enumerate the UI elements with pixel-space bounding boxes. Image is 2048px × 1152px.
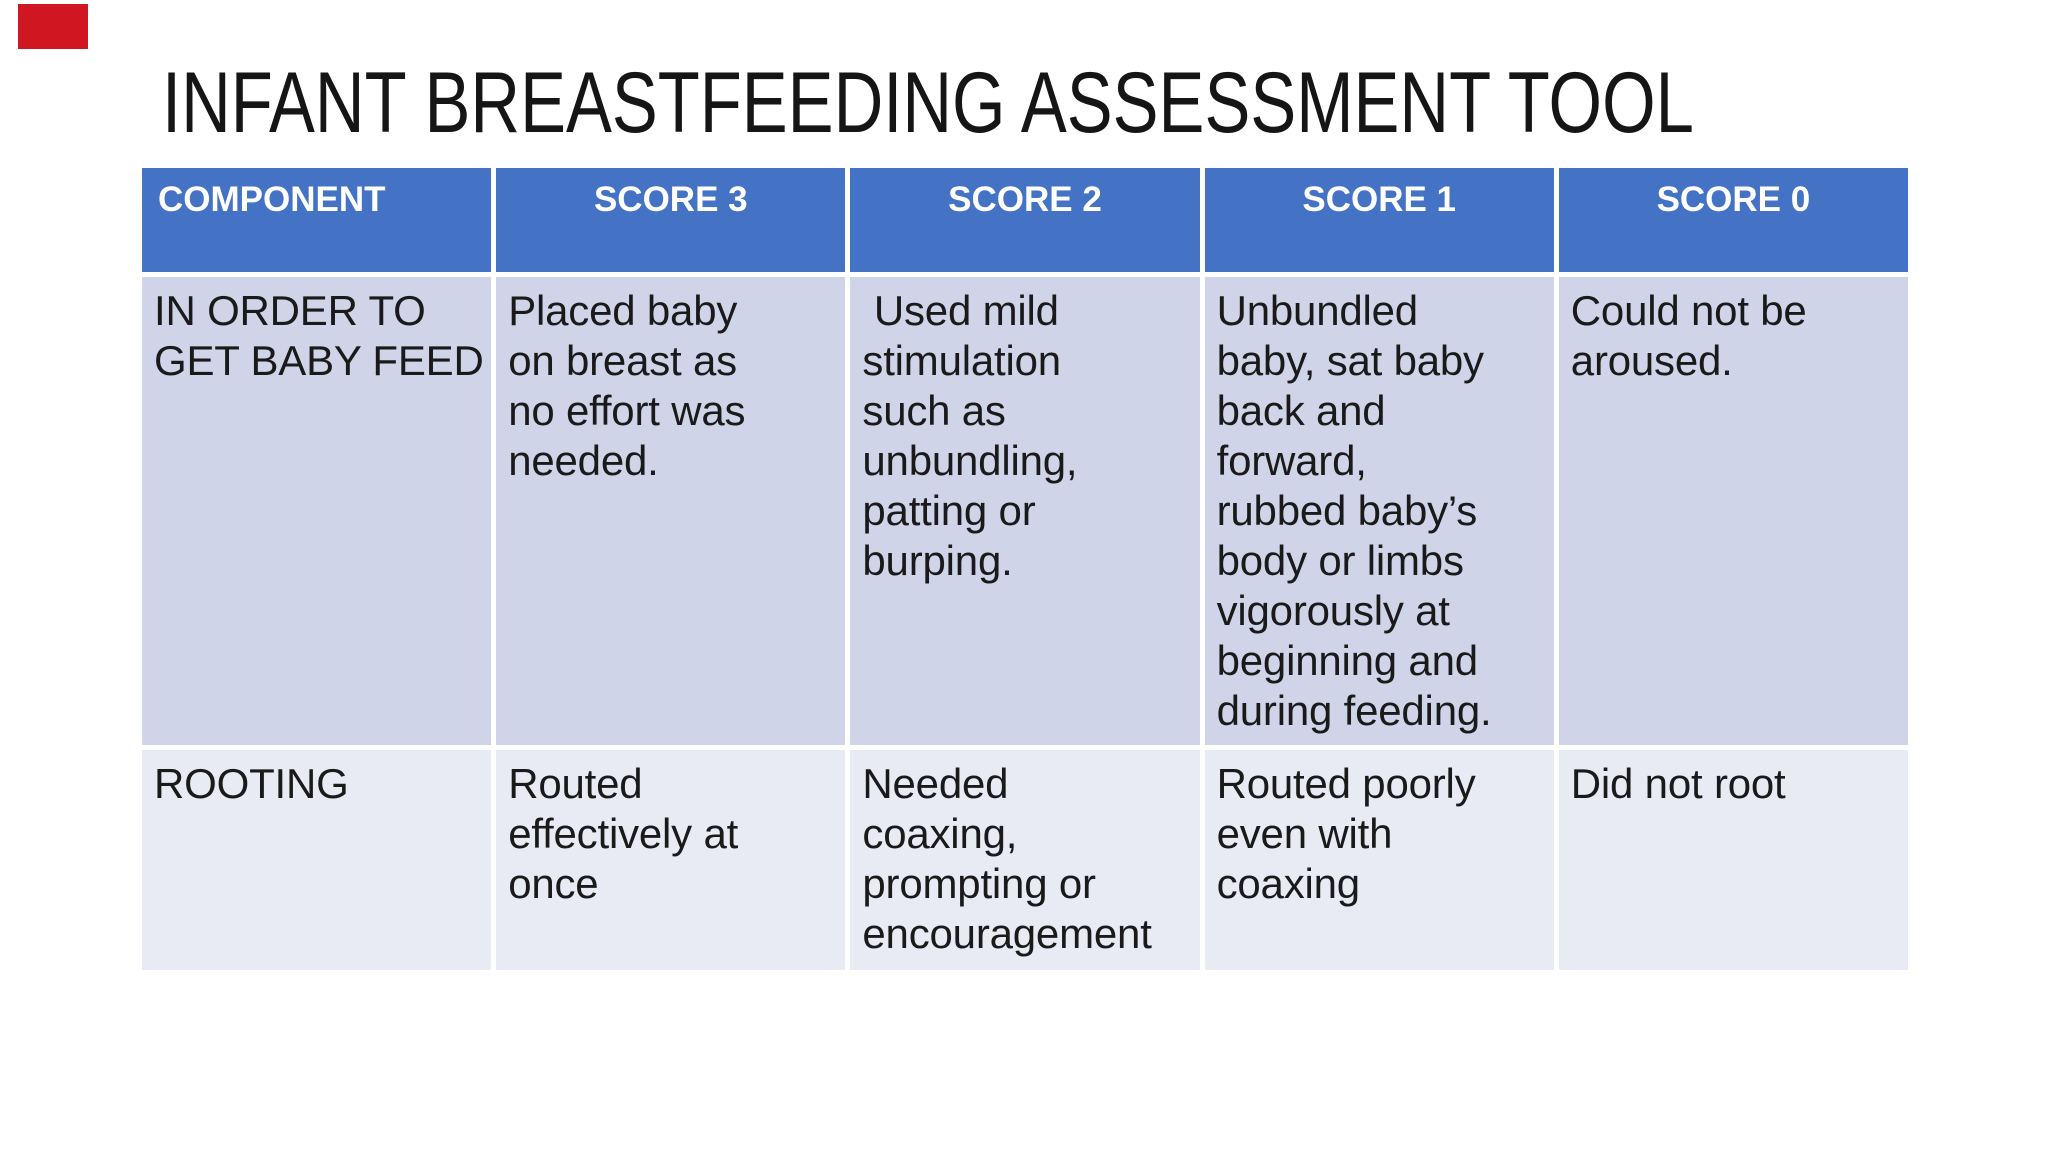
cell-row2-score-2: Needed coaxing, prompting or encourageme… (850, 750, 1200, 970)
cell-row2-score-3: Routed effectively at once (496, 750, 846, 970)
slide-title: INFANT BREASTFEEDING ASSESSMENT TOOL (162, 55, 1694, 151)
cell-row1-score-2: Used mild stimulation such as unbundling… (850, 277, 1200, 745)
cell-row2-score-0: Did not root (1558, 750, 1908, 970)
cell-row1-score-1: Unbundled baby, sat baby back and forwar… (1204, 277, 1554, 745)
cell-row1-score-0: Could not be aroused. (1558, 277, 1908, 745)
assessment-table: COMPONENT SCORE 3 SCORE 2 SCORE 1 SCORE … (142, 168, 1908, 970)
cell-row2-score-1: Routed poorly even with coaxing (1204, 750, 1554, 970)
header-cell-score-3: SCORE 3 (496, 168, 846, 272)
cell-row1-score-3: Placed baby on breast as no effort was n… (496, 277, 846, 745)
header-cell-score-0: SCORE 0 (1558, 168, 1908, 272)
header-cell-component: COMPONENT (142, 168, 492, 272)
cell-row2-component: ROOTING (142, 750, 492, 970)
header-cell-score-1: SCORE 1 (1204, 168, 1554, 272)
cell-row1-component: IN ORDER TO GET BABY FEED (142, 277, 492, 745)
header-cell-score-2: SCORE 2 (850, 168, 1200, 272)
red-marker (18, 4, 88, 49)
